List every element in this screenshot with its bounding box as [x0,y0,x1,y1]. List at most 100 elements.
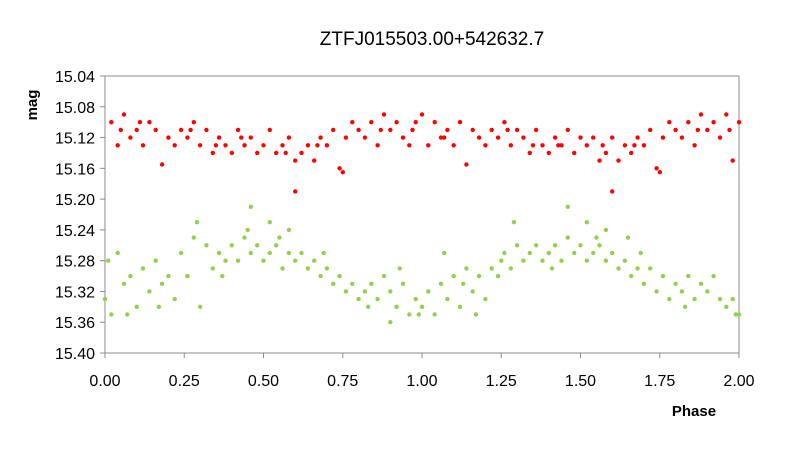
series-1-point [388,289,393,294]
series-0-point [632,143,637,148]
series-1-point [464,266,469,271]
series-1-point [733,312,738,317]
series-1-point [102,296,108,302]
series-1-point [159,281,165,286]
series-0-point [286,135,292,140]
series-1-point [106,258,111,263]
x-tick-label: 0.00 [89,373,120,390]
series-0-point [216,135,222,140]
series-1-point [248,204,253,209]
series-0-point [686,120,691,125]
series-1-point [362,289,368,294]
series-1-point [578,243,583,248]
series-1-point [312,258,317,263]
series-0-point [426,143,431,148]
series-1-point [166,273,171,279]
series-1-point [549,266,555,271]
series-0-point [476,135,482,140]
series-0-point [505,127,510,133]
y-tick-label: 15.08 [55,100,95,117]
series-0-point [657,170,662,175]
series-0-point [521,135,526,140]
series-0-point [229,150,234,156]
series-0-point [235,127,241,133]
series-1-point [667,296,672,302]
series-1-point [698,281,704,286]
series-0-point [489,127,494,133]
series-0-point [388,127,393,133]
series-1-point [356,296,361,302]
series-0-point [445,127,450,133]
series-0-point [312,158,317,163]
series-1-point [638,250,643,256]
series-0-point [508,143,513,148]
series-0-point [172,143,177,148]
series-0-point [514,127,520,133]
series-1-point [511,220,517,225]
series-1-point [584,220,589,225]
series-1-point [461,281,466,286]
series-0-point [340,170,345,175]
series-1-point [280,266,285,271]
series-1-point [242,235,247,240]
series-0-point [305,143,311,148]
series-0-point [223,143,228,148]
series-0-point [350,120,355,125]
series-0-point [419,112,425,117]
series-0-point [261,143,266,148]
series-0-point [736,120,742,125]
series-0-point [457,120,463,125]
series-1-point [495,273,501,279]
series-1-point [121,281,127,286]
series-1-point [473,312,479,317]
series-1-point [591,250,596,256]
series-0-point [293,158,298,163]
y-tick-label: 15.12 [55,131,95,148]
series-1-point [293,258,298,263]
series-1-point [584,258,589,263]
series-0-point [188,127,193,133]
series-1-point [125,312,130,317]
series-1-point [407,312,412,317]
y-tick-label: 15.36 [55,315,95,332]
series-0-point [483,143,488,148]
series-0-point [432,120,437,125]
series-1-point [625,235,631,240]
series-1-point [156,304,162,309]
series-1-point [692,296,697,302]
x-axis: 0.00 0.25 0.50 0.75 1.00 1.25 1.50 1.75 2.00 [89,353,755,390]
series-1-point [305,266,311,271]
series-0-point [283,150,288,156]
series-1-point [521,258,526,263]
series-0-point [540,143,545,148]
series-1-point [499,258,504,263]
series-0-point [698,112,704,117]
series-1-point [451,273,456,279]
series-1-point [109,312,114,317]
series-0-point [556,143,561,148]
series-1-point [248,250,253,256]
series-1-point [318,273,323,279]
series-0-point [679,135,685,140]
series-0-point [115,143,120,148]
series-1-point [470,289,475,294]
series-0-point [695,127,700,133]
series-0-point [324,143,330,148]
series-1-point [286,227,292,233]
series-0-point [616,158,621,163]
series-1-point [717,296,723,302]
x-tick-label: 1.25 [486,373,517,390]
series-0-point [495,135,501,140]
series-0-point [667,120,672,125]
series-0-point [578,135,583,140]
series-1-point [267,220,272,225]
series-1-point [321,250,326,256]
series-1-point [365,304,371,309]
series-0-point [255,150,260,156]
series-1-point [648,266,653,271]
y-tick-label: 15.32 [55,284,95,301]
series-1-point [426,289,431,294]
series-1-point [210,266,215,271]
series-0-point [552,135,558,140]
series-1-point [419,304,425,309]
